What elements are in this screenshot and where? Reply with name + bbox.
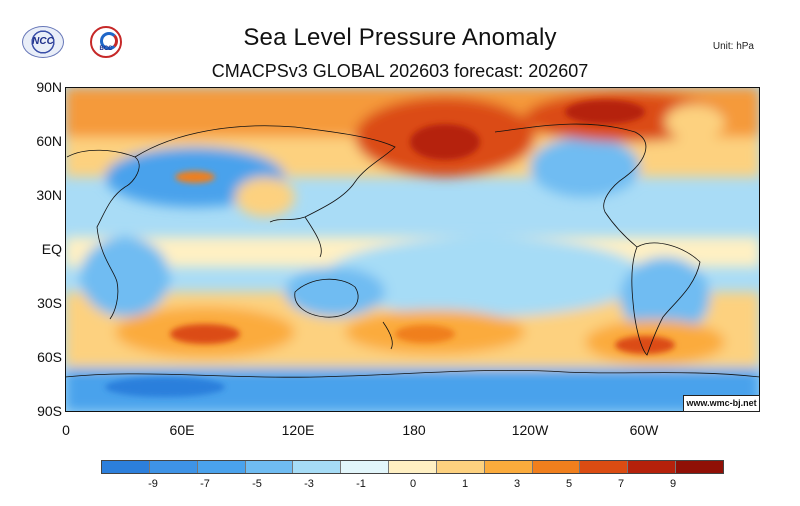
bcc-logo-text: BCC bbox=[99, 46, 113, 52]
south-america-low bbox=[620, 257, 710, 337]
lat-label-60s: 60S bbox=[37, 349, 62, 365]
colorbar-swatch bbox=[389, 461, 437, 473]
lon-label-180: 180 bbox=[402, 422, 426, 438]
colorbar-swatch bbox=[436, 461, 485, 473]
antarctica-coast bbox=[65, 369, 760, 378]
tibet-streak bbox=[175, 171, 215, 183]
colorbar-swatch bbox=[628, 461, 677, 473]
ncc-logo-text: NCC bbox=[32, 36, 54, 47]
south-indian-core bbox=[170, 324, 240, 344]
new-zealand-coast bbox=[382, 321, 393, 350]
africa-low bbox=[80, 237, 170, 317]
map-title: Sea Level Pressure Anomaly bbox=[243, 24, 557, 51]
india-high bbox=[235, 177, 295, 217]
map-subtitle: CMACPSv3 GLOBAL 202603 forecast: 202607 bbox=[211, 61, 589, 81]
lat-label-30s: 30S bbox=[37, 295, 62, 311]
lat-label-60n: 60N bbox=[36, 133, 62, 149]
colorbar-label: 1 bbox=[461, 478, 469, 490]
colorbar-label: 9 bbox=[669, 478, 677, 490]
lat-label-eq: EQ bbox=[41, 241, 62, 257]
greenland-weak bbox=[665, 104, 725, 140]
colorbar-label: -7 bbox=[200, 478, 210, 490]
unit-label: Unit: hPa bbox=[712, 41, 754, 52]
australia-low bbox=[285, 267, 385, 317]
colorbar-label: -9 bbox=[148, 478, 158, 490]
australia-coast bbox=[294, 278, 359, 318]
bcc-logo: BCC bbox=[90, 26, 122, 58]
colorbar-label: 0 bbox=[409, 478, 417, 490]
anomaly-map bbox=[65, 87, 760, 412]
colorbar-swatch bbox=[293, 461, 342, 473]
lon-label-0: 0 bbox=[62, 422, 70, 438]
colorbar-swatch bbox=[149, 461, 198, 473]
colorbar-swatch bbox=[102, 461, 150, 473]
colorbar-label: -1 bbox=[356, 478, 366, 490]
north-america-coast bbox=[494, 123, 647, 248]
coastlines bbox=[65, 123, 760, 378]
colorbar-swatch bbox=[245, 461, 294, 473]
north-america-low bbox=[530, 137, 640, 197]
colorbar-label: -5 bbox=[252, 478, 262, 490]
colorbar-swatch bbox=[197, 461, 246, 473]
lon-label-120e: 120E bbox=[281, 422, 315, 438]
eurasia-coast bbox=[134, 125, 396, 223]
map-frame bbox=[65, 87, 760, 412]
colorbar-label: 7 bbox=[617, 478, 625, 490]
lon-label-60w: 60W bbox=[629, 422, 659, 438]
bcc-logo-swirl-icon bbox=[100, 32, 118, 50]
north-pacific-core bbox=[410, 124, 480, 160]
credit-link[interactable]: www.wmc-bj.net bbox=[683, 395, 760, 412]
canada-core bbox=[565, 100, 645, 124]
colorbar-swatch bbox=[532, 461, 581, 473]
southeast-asia-coast bbox=[304, 216, 322, 258]
colorbar-label: 3 bbox=[513, 478, 521, 490]
ncc-logo: NCC bbox=[22, 26, 64, 58]
lon-label-60e: 60E bbox=[169, 422, 195, 438]
anomaly-map-svg bbox=[65, 87, 760, 412]
colorbar-swatch bbox=[341, 461, 390, 473]
lat-label-90s: 90S bbox=[37, 403, 62, 419]
south-america-coast bbox=[631, 242, 701, 356]
colorbar-label: 5 bbox=[565, 478, 573, 490]
lat-label-90n: 90N bbox=[36, 79, 62, 95]
colorbar-swatch bbox=[676, 461, 723, 473]
lat-label-30n: 30N bbox=[36, 187, 62, 203]
south-atlantic-core bbox=[615, 336, 675, 354]
africa-europe-coast bbox=[66, 149, 140, 320]
antarctic-core bbox=[105, 377, 225, 397]
south-pacific-core bbox=[395, 325, 455, 343]
colorbar-label: -3 bbox=[304, 478, 314, 490]
tropical-pacific bbox=[325, 237, 645, 317]
colorbar-swatch bbox=[484, 461, 533, 473]
lon-label-120w: 120W bbox=[511, 422, 549, 438]
colorbar bbox=[101, 460, 724, 474]
colorbar-swatch bbox=[580, 461, 629, 473]
